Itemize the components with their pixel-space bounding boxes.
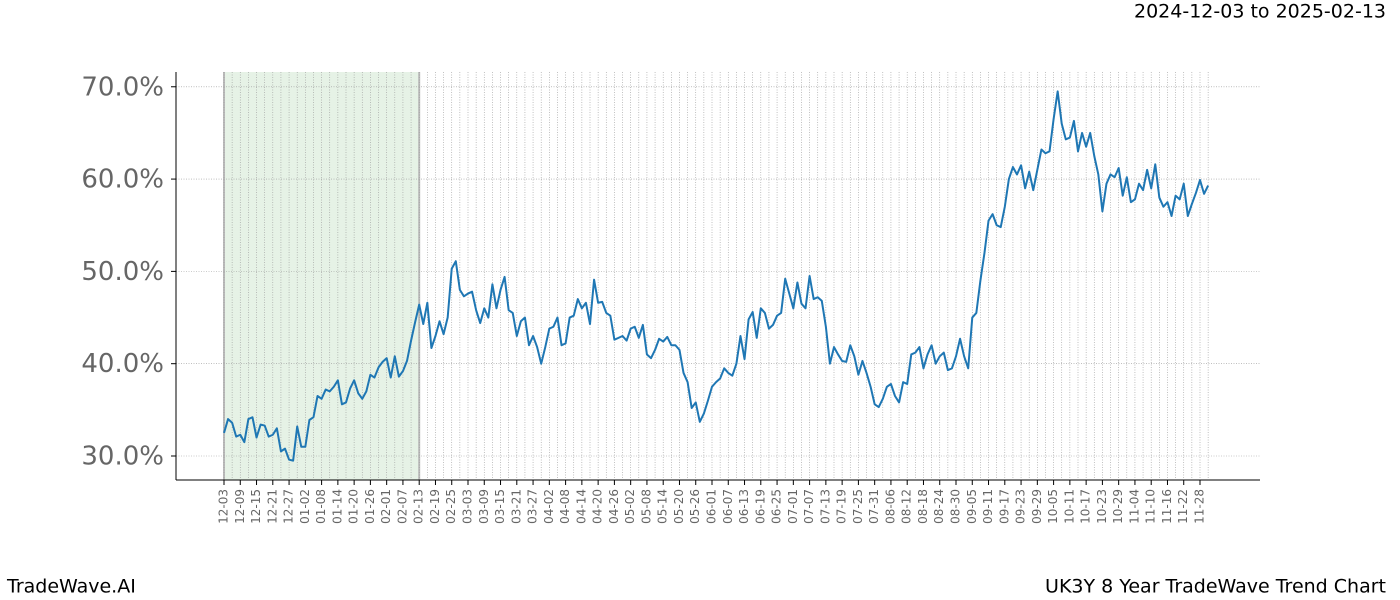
- x-tick-label: 01-08: [314, 489, 328, 524]
- x-tick-label: 02-01: [379, 489, 393, 524]
- brand: TradeWave.AI: [6, 576, 136, 598]
- x-tick-label: 08-06: [883, 489, 897, 524]
- x-tick-label: 06-07: [721, 489, 735, 524]
- x-tick-label: 11-22: [1176, 489, 1190, 524]
- x-tick-label: 02-07: [395, 489, 409, 524]
- x-tick-label: 03-03: [461, 489, 475, 524]
- y-tick-label: 30.0%: [81, 442, 164, 472]
- x-tick-label: 05-08: [639, 489, 653, 524]
- trend-line: [223, 90, 1210, 462]
- chart-title: UK3Y 8 Year TradeWave Trend Chart: [1045, 576, 1386, 598]
- x-tick-label: 06-25: [770, 489, 784, 524]
- y-tick-label: 70.0%: [81, 72, 164, 102]
- x-tick-label: 03-21: [509, 489, 523, 524]
- x-tick-label: 09-17: [997, 489, 1011, 524]
- x-tick-label: 07-31: [867, 489, 881, 524]
- x-tick-label: 09-05: [965, 489, 979, 524]
- x-tick-label: 02-19: [428, 489, 442, 524]
- x-tick-label: 07-13: [818, 489, 832, 524]
- x-tick-label: 12-15: [249, 489, 263, 524]
- x-tick-label: 08-24: [932, 489, 946, 524]
- x-tick-label: 12-27: [282, 489, 296, 524]
- x-tick-label: 04-08: [558, 489, 572, 524]
- x-tick-label: 10-11: [1062, 489, 1076, 524]
- x-tick-label: 05-26: [688, 489, 702, 524]
- x-tick-label: 05-14: [656, 489, 670, 524]
- y-tick-label: 40.0%: [81, 349, 164, 379]
- x-tick-label: 11-04: [1127, 489, 1141, 524]
- x-tick-label: 12-03: [217, 489, 231, 524]
- y-tick-label: 50.0%: [81, 257, 164, 287]
- x-tick-label: 03-09: [477, 489, 491, 524]
- x-tick-label: 11-28: [1193, 489, 1207, 524]
- x-tick-label: 06-19: [753, 489, 767, 524]
- x-tick-label: 02-25: [444, 489, 458, 524]
- x-tick-label: 03-27: [526, 489, 540, 524]
- x-tick-label: 10-23: [1095, 489, 1109, 524]
- x-tick-label: 10-05: [1046, 489, 1060, 524]
- y-tick-label: 60.0%: [81, 165, 164, 195]
- x-tick-label: 07-01: [786, 489, 800, 524]
- x-tick-label: 07-19: [835, 489, 849, 524]
- x-tick-label: 04-20: [591, 489, 605, 524]
- x-tick-label: 08-18: [916, 489, 930, 524]
- x-tick-label: 10-29: [1111, 489, 1125, 524]
- x-tick-label: 11-16: [1160, 489, 1174, 524]
- x-tick-label: 04-14: [574, 489, 588, 524]
- x-tick-label: 01-14: [330, 489, 344, 524]
- x-tick-label: 03-15: [493, 489, 507, 524]
- x-tick-label: 07-07: [802, 489, 816, 524]
- x-tick-label: 09-11: [981, 489, 995, 524]
- plot-area: 30.0% 40.0% 50.0% 60.0% 70.0% 12-03 12-09 12-15…: [81, 72, 1260, 524]
- x-tick-label: 11-10: [1144, 489, 1158, 524]
- x-tick-label: 05-20: [672, 489, 686, 524]
- date-range: 2024-12-03 to 2025-02-13: [1134, 1, 1386, 23]
- x-tick-label: 01-26: [363, 489, 377, 524]
- x-tick-label: 08-30: [949, 489, 963, 524]
- x-tick-label: 07-25: [851, 489, 865, 524]
- x-tick-label: 01-02: [298, 489, 312, 524]
- x-tick-label: 04-26: [607, 489, 621, 524]
- x-tick-label: 06-01: [705, 489, 719, 524]
- x-tick-label: 12-21: [265, 489, 279, 524]
- x-tick-label: 12-09: [233, 489, 247, 524]
- x-tick-label: 02-13: [412, 489, 426, 524]
- x-tick-label: 05-02: [623, 489, 637, 524]
- x-tick-label: 06-13: [737, 489, 751, 524]
- x-tick-label: 09-23: [1014, 489, 1028, 524]
- x-tick-label: 09-29: [1030, 489, 1044, 524]
- x-tick-label: 04-02: [542, 489, 556, 524]
- x-tick-label: 10-17: [1079, 489, 1093, 524]
- x-tick-label: 01-20: [347, 489, 361, 524]
- x-tick-label: 08-12: [900, 489, 914, 524]
